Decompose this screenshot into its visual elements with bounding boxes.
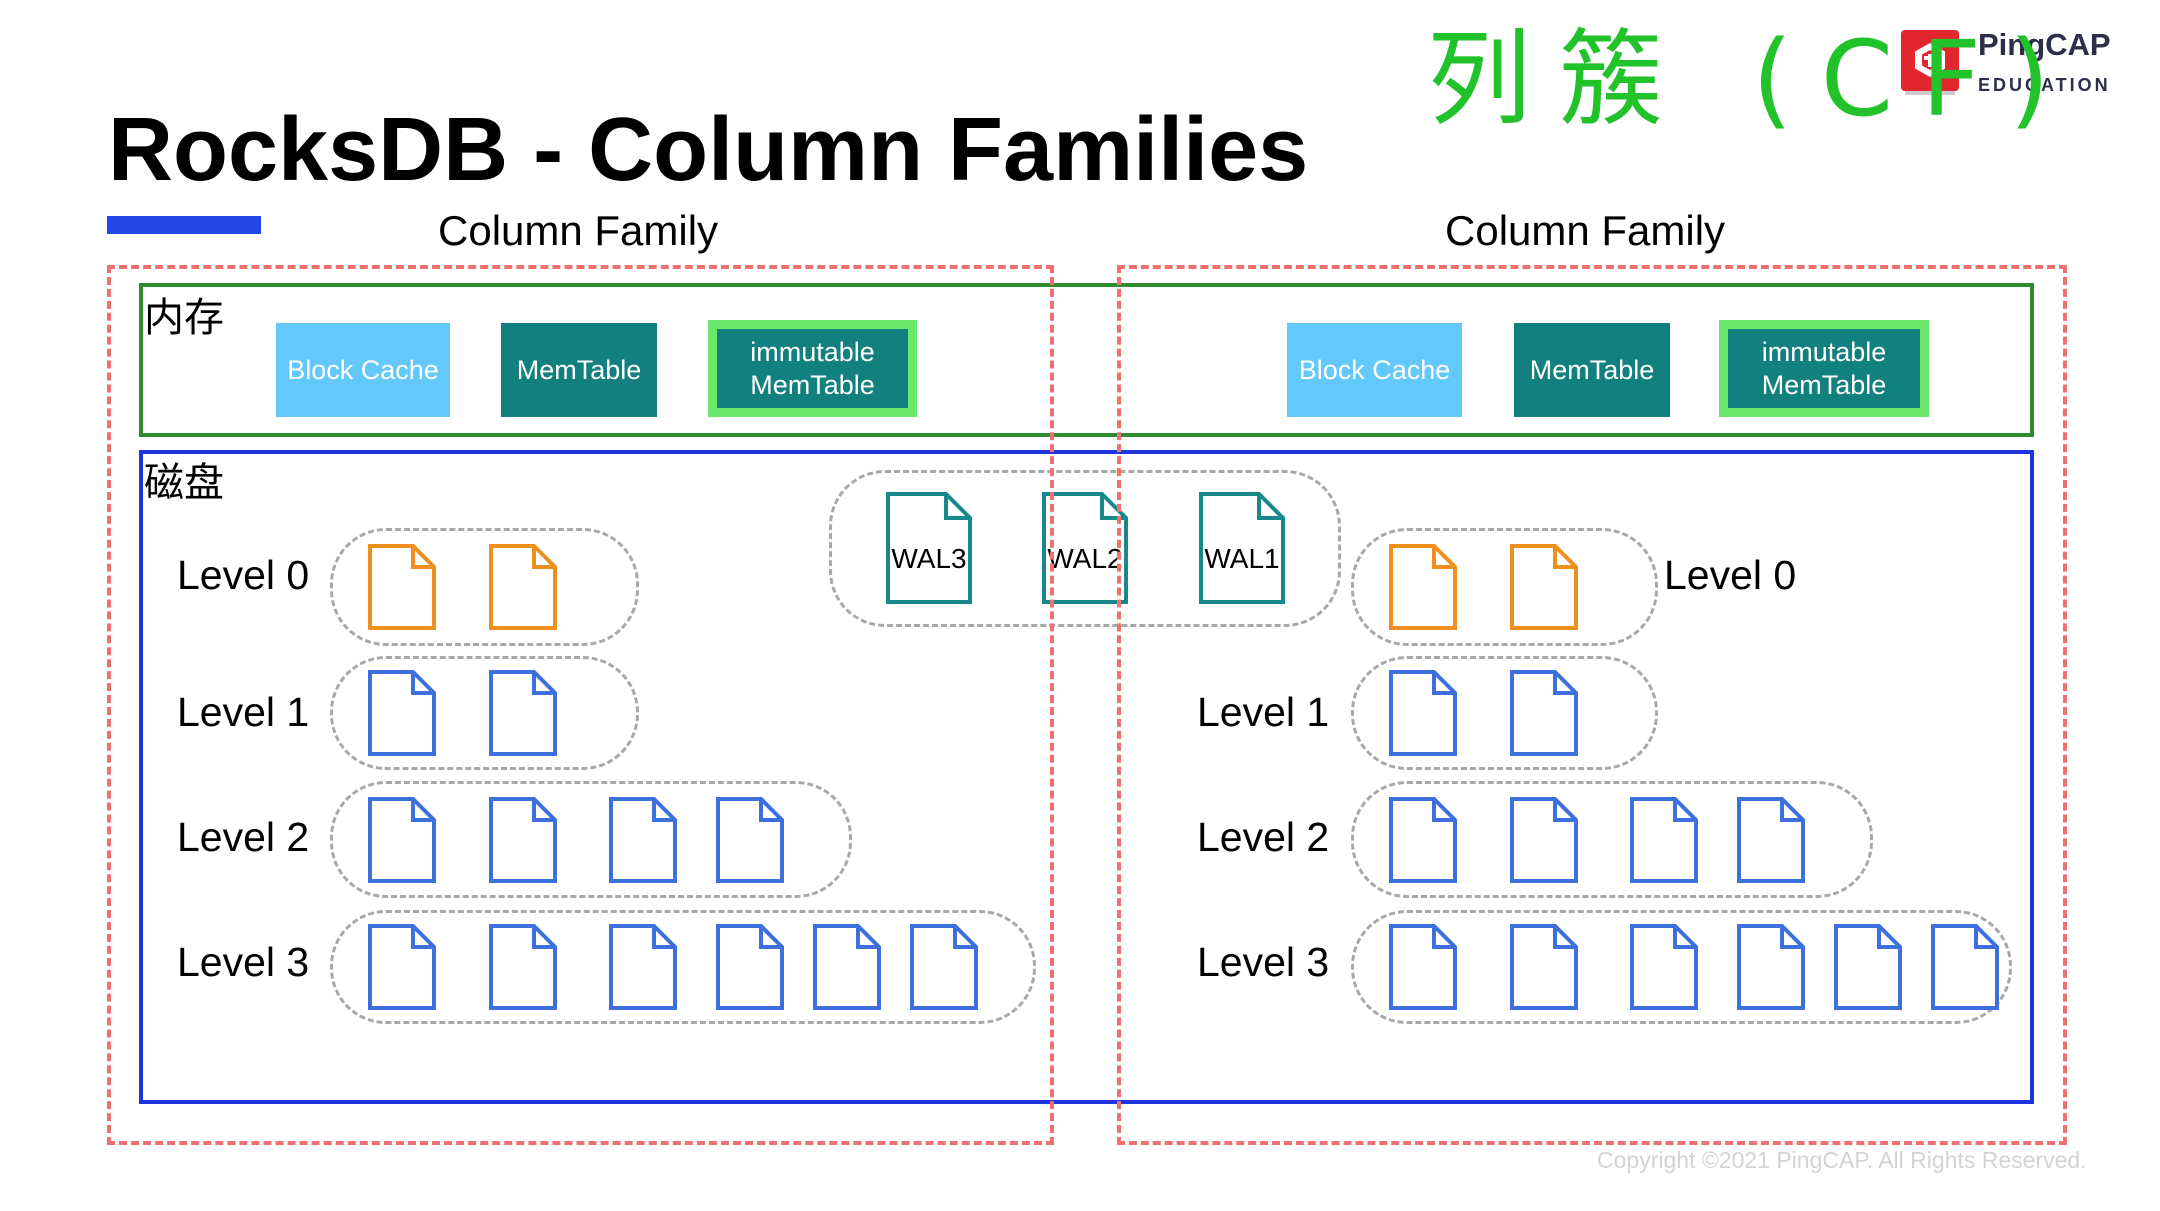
immutable-memtable-left: immutable MemTable: [708, 320, 917, 417]
copyright-notice: Copyright ©2021 PingCAP. All Rights Rese…: [1597, 1147, 2087, 1173]
pingcap-logo-icon: [1901, 30, 1959, 95]
sst-file-icon: [1737, 796, 1805, 883]
sst-file-icon: [489, 544, 557, 630]
sst-file-icon: [368, 544, 436, 630]
wal-file-label: WAL2: [1047, 543, 1123, 574]
disk-zone-label: 磁盘: [144, 461, 224, 505]
sst-file-icon: [910, 924, 978, 1010]
sst-file-icon: [1389, 796, 1457, 883]
sst-file-icon: [368, 924, 436, 1010]
title-underline-bar: [107, 216, 261, 234]
sst-file-icon: [1389, 544, 1457, 630]
wal-file-icon: [1199, 492, 1285, 604]
level-label: Level 2: [1197, 814, 1330, 860]
level-label: Level 1: [1197, 689, 1330, 735]
block-cache-left: Block Cache: [276, 323, 450, 417]
sst-file-icon: [489, 796, 557, 883]
sst-file-icon: [1737, 924, 1805, 1010]
level-label: Level 0: [1664, 552, 1797, 598]
level-group-right-2: [1351, 781, 1873, 898]
sst-file-icon: [609, 796, 677, 883]
sst-file-icon: [368, 796, 436, 883]
sst-file-icon: [1389, 924, 1457, 1010]
sst-file-icon: [1510, 670, 1578, 756]
handwritten-annotation: 列簇 (CF): [1427, 18, 2078, 140]
disk-zone: [139, 450, 2034, 1104]
sst-file-icon: [368, 670, 436, 756]
memtable-right: MemTable: [1514, 323, 1670, 417]
logo-tagline: EDUCATION: [1978, 75, 2111, 95]
sst-file-icon: [1510, 924, 1578, 1010]
sst-file-icon: [1510, 796, 1578, 883]
level-group-left-0: [330, 528, 639, 646]
sst-file-icon: [1510, 544, 1578, 630]
sst-file-icon: [1630, 796, 1698, 883]
logo-brand: PingCAP: [1978, 27, 2111, 62]
level-group-right-0: [1351, 528, 1658, 646]
sst-file-icon: [716, 924, 784, 1010]
sst-file-icon: [1389, 670, 1457, 756]
sst-file-icon: [489, 924, 557, 1010]
level-label: Level 3: [177, 939, 310, 985]
column-family-label-right: Column Family: [1445, 207, 1726, 254]
immutable-memtable-right: immutable MemTable: [1719, 320, 1929, 417]
wal-file: WAL2: [1040, 490, 1130, 606]
level-label: Level 0: [177, 552, 310, 598]
level-label: Level 2: [177, 814, 310, 860]
block-cache-right: Block Cache: [1287, 323, 1462, 417]
level-group-right-1: [1351, 656, 1658, 770]
memory-zone-label: 内存: [144, 296, 224, 340]
sst-file-icon: [813, 924, 881, 1010]
wal-file: WAL3: [884, 490, 974, 606]
level-label: Level 3: [1197, 939, 1330, 985]
level-group-left-3: [330, 910, 1036, 1024]
wal-file-icon: [886, 492, 972, 604]
sst-file-icon: [489, 670, 557, 756]
wal-file-label: WAL1: [1204, 543, 1280, 574]
sst-file-icon: [609, 924, 677, 1010]
slide-title: RocksDB - Column Families: [108, 100, 1309, 200]
level-group-left-1: [330, 656, 639, 770]
sst-file-icon: [716, 796, 784, 883]
sst-file-icon: [1834, 924, 1902, 1010]
level-label: Level 1: [177, 689, 310, 735]
wal-file-label: WAL3: [891, 543, 967, 574]
sst-file-icon: [1630, 924, 1698, 1010]
memtable-left: MemTable: [501, 323, 657, 417]
memory-zone: [139, 283, 2034, 437]
level-group-right-3: [1351, 910, 2012, 1024]
wal-group: [829, 470, 1341, 627]
level-group-left-2: [330, 781, 852, 898]
sst-file-icon: [1931, 924, 1999, 1010]
wal-file: WAL1: [1197, 490, 1287, 606]
column-family-label-left: Column Family: [438, 207, 719, 254]
